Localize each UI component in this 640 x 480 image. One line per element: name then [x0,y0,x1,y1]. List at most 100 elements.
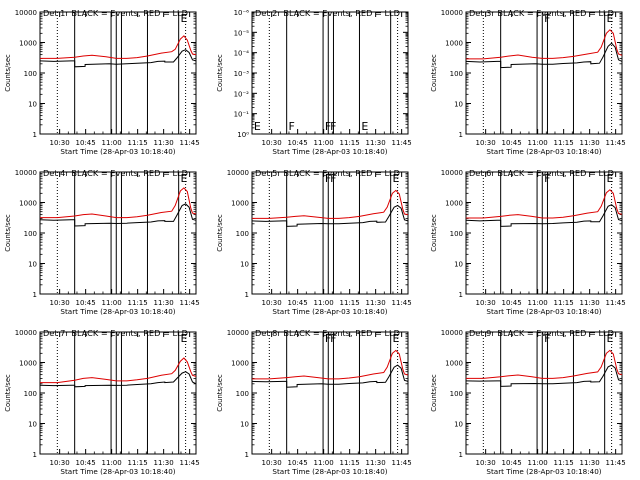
flag-letter: E [181,172,188,185]
plot-frame [251,171,409,295]
y-tick-label: 10000 [227,169,249,177]
x-tick-label: 11:15 [128,139,148,147]
plot-frame [465,11,623,135]
y-tick-label: 1000 [19,200,37,208]
flag-letter: E [393,172,400,185]
plot-frame [39,11,197,135]
x-tick-label: 11:15 [340,459,360,467]
plot-title: Det 1r BLACK = Events, RED = LLD [43,8,188,18]
x-tick-label: 11:15 [128,459,148,467]
flag-letter: E [254,120,261,133]
y-axis-label: Counts/sec [216,54,224,92]
x-tick-label: 11:00 [528,459,548,467]
y-axis-label: Counts/sec [430,374,438,412]
plot-frame [39,331,197,455]
series-line-lld [252,349,409,380]
x-tick-label: 11:00 [102,299,122,307]
x-tick-label: 11:30 [580,299,600,307]
y-axis-label: Counts/sec [4,374,12,412]
x-tick-label: 10:30 [476,139,496,147]
flag-letter: F [544,332,550,345]
y-tick-label: 1000 [19,360,37,368]
plot-title: Det 8r BLACK = Events, RED = LLD [255,328,400,338]
y-tick-label: 100 [236,230,249,238]
y-tick-label: 10⁻⁵ [234,29,250,37]
series-line-events [39,49,197,68]
x-tick-label: 11:45 [392,299,412,307]
y-tick-label: 1 [33,291,37,299]
x-tick-label: 10:45 [502,459,522,467]
y-tick-label: 1 [33,131,37,139]
flag-letter: F [544,172,550,185]
x-tick-label: 10:30 [262,139,282,147]
y-tick-label: 1 [459,131,463,139]
x-tick-label: 11:45 [606,139,626,147]
x-tick-label: 10:45 [288,139,308,147]
y-tick-label: 100 [236,390,249,398]
y-tick-label: 10000 [15,329,37,337]
x-tick-label: 10:45 [288,299,308,307]
y-axis-label: Counts/sec [216,214,224,252]
plot-frame [251,331,409,455]
y-tick-label: 10 [240,261,249,269]
x-tick-label: 11:15 [340,299,360,307]
x-axis-label: Start Time (28-Apr-03 10:18:40) [60,307,175,316]
flag-letter: E [181,12,188,25]
y-tick-label: 1 [245,291,249,299]
y-tick-label: 10 [28,421,37,429]
x-tick-label: 10:45 [502,139,522,147]
x-tick-label: 10:30 [50,139,70,147]
x-axis-label: Start Time (28-Apr-03 10:18:40) [272,307,387,316]
x-tick-label: 11:00 [314,299,334,307]
x-tick-label: 11:45 [180,299,200,307]
x-tick-label: 10:30 [476,299,496,307]
plot-title: Det 9r BLACK = Events, RED = LLD [469,328,614,338]
y-tick-label: 1000 [445,360,463,368]
series-line-events [465,204,623,227]
series-line-lld [466,29,623,60]
flag-letter: E [361,120,368,133]
x-tick-label: 10:45 [76,139,96,147]
flag-letter: E [607,172,614,185]
x-tick-label: 11:00 [102,459,122,467]
plot-title: Det 5r BLACK = Events, RED = LLD [255,168,400,178]
panel-det-7: Det 7r BLACK = Events, RED = LLD 1 10 100 10… [4,328,200,476]
plot-title: Det 7r BLACK = Events, RED = LLD [43,328,188,338]
y-tick-label: 10000 [441,329,463,337]
x-tick-label: 10:45 [502,299,522,307]
plot-title: Det 2r BLACK = Events, RED = LLD [255,8,400,18]
y-tick-label: 100 [24,230,37,238]
x-tick-label: 11:15 [340,139,360,147]
y-tick-label: 10 [454,101,463,109]
x-axis-label: Start Time (28-Apr-03 10:18:40) [486,467,601,476]
plot-title: Det 4r BLACK = Events, RED = LLD [43,168,188,178]
y-tick-label: 1 [33,451,37,459]
y-axis-label: Counts/sec [4,54,12,92]
y-tick-label: 10⁻¹ [234,111,250,119]
flag-letter: E [607,12,614,25]
flag-letter: F [325,332,331,345]
flag-letter: F [289,120,295,133]
x-tick-label: 10:30 [476,459,496,467]
x-tick-label: 11:30 [154,139,174,147]
x-tick-label: 11:15 [128,299,148,307]
series-line-lld [40,35,197,59]
x-axis-label: Start Time (28-Apr-03 10:18:40) [486,147,601,156]
series-line-lld [252,189,409,219]
x-tick-label: 11:30 [366,299,386,307]
y-tick-label: 1 [245,451,249,459]
x-tick-label: 10:30 [50,299,70,307]
y-tick-label: 10⁻³ [234,70,250,78]
x-axis-label: Start Time (28-Apr-03 10:18:40) [60,147,175,156]
flag-letter: F [325,120,331,133]
x-tick-label: 11:00 [314,139,334,147]
flag-letter: F [330,172,336,185]
x-tick-label: 11:30 [580,459,600,467]
x-tick-label: 10:30 [262,299,282,307]
y-axis-label: Counts/sec [216,374,224,412]
x-tick-label: 11:15 [554,299,574,307]
x-tick-label: 11:45 [606,299,626,307]
y-tick-label: 10 [240,421,249,429]
y-axis-label: Counts/sec [4,214,12,252]
x-tick-label: 11:00 [314,459,334,467]
